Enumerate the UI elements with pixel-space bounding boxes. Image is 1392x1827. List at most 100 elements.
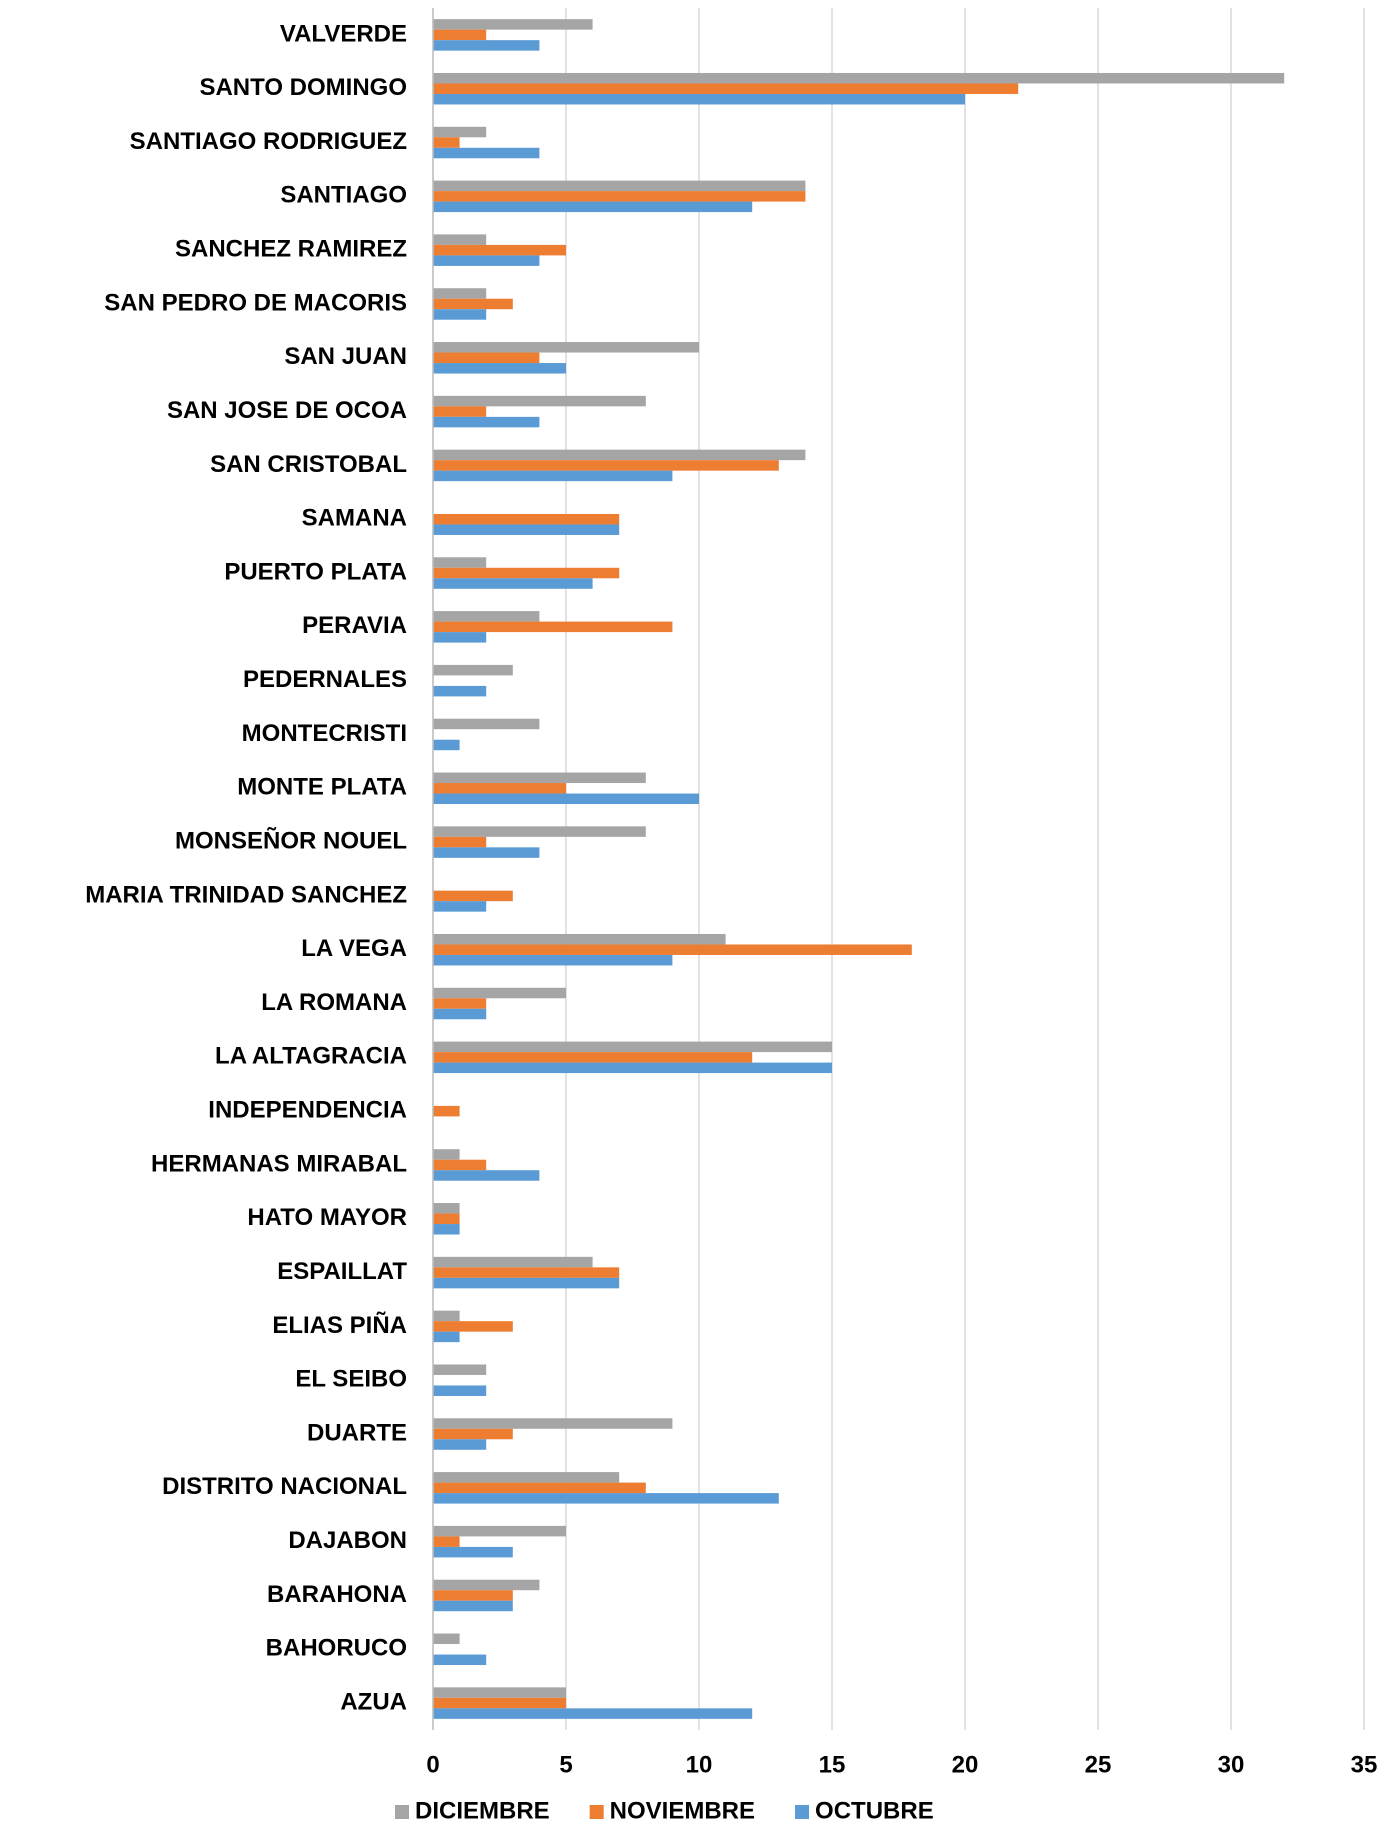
y-tick-label: PUERTO PLATA: [224, 558, 407, 585]
y-tick-label: ELIAS PIÑA: [272, 1311, 407, 1339]
bar: [433, 954, 673, 966]
y-tick-label: INDEPENDENCIA: [208, 1097, 407, 1124]
y-tick-label: LA ROMANA: [261, 989, 407, 1016]
bar: [433, 93, 965, 105]
bar: [433, 83, 1019, 94]
y-tick-label: DAJABON: [288, 1527, 407, 1554]
bar: [433, 395, 646, 407]
bar: [433, 1428, 513, 1440]
bar: [433, 1708, 753, 1719]
bar: [433, 1546, 513, 1558]
y-tick-label: AZUA: [340, 1688, 407, 1715]
bar: [433, 416, 540, 428]
bar: [433, 449, 806, 461]
bar: [433, 847, 540, 858]
bar: [433, 1364, 487, 1375]
bar: [433, 309, 487, 320]
bar: [433, 1267, 620, 1278]
bar: [433, 244, 566, 256]
bar: [433, 1256, 593, 1268]
bar: [433, 1277, 620, 1289]
bar: [433, 890, 513, 902]
bar: [433, 19, 593, 30]
y-tick-label: SAMANA: [302, 505, 407, 532]
y-tick-label: SAN JUAN: [284, 343, 407, 370]
bar: [433, 1687, 566, 1698]
bar: [433, 1105, 460, 1117]
bar: [433, 1321, 513, 1332]
bar: [433, 1633, 460, 1645]
x-tick-label: 15: [819, 1751, 846, 1778]
bar: [433, 180, 806, 192]
bar: [433, 1697, 566, 1709]
x-tick-label: 30: [1218, 1751, 1245, 1778]
bar: [433, 826, 646, 837]
bar: [433, 1472, 620, 1483]
bar: [433, 1418, 673, 1429]
bar: [433, 288, 487, 299]
bar: [433, 234, 487, 245]
bar: [433, 1536, 460, 1547]
x-tick-label: 10: [686, 1751, 713, 1778]
bar: [433, 406, 487, 417]
y-tick-label: PEDERNALES: [243, 666, 407, 693]
bar: [433, 998, 487, 1009]
bar: [433, 664, 513, 676]
bar: [433, 1600, 513, 1612]
legend-swatch: [589, 1805, 604, 1819]
bar: [433, 137, 460, 148]
bar: [433, 40, 540, 51]
bar: [433, 470, 673, 482]
y-tick-label: SANCHEZ RAMIREZ: [175, 236, 407, 263]
bar: [433, 933, 726, 945]
bar: [433, 1213, 460, 1225]
bar: [433, 557, 487, 568]
bar: [433, 621, 673, 633]
bar: [433, 298, 513, 310]
legend-label: NOVIEMBRE: [610, 1797, 755, 1824]
x-tick-label: 25: [1085, 1751, 1112, 1778]
bar: [433, 1331, 460, 1343]
y-tick-label: SAN CRISTOBAL: [210, 451, 407, 478]
bar: [433, 1159, 487, 1171]
y-tick-label: BAHORUCO: [266, 1635, 407, 1662]
bar: [433, 513, 620, 525]
bar: [433, 718, 540, 730]
y-tick-label: LA VEGA: [301, 935, 407, 962]
y-tick-label: BARAHONA: [267, 1581, 407, 1608]
y-tick-label: VALVERDE: [280, 20, 407, 47]
y-tick-label: EL SEIBO: [295, 1366, 407, 1393]
bar: [433, 1385, 487, 1396]
bar: [433, 987, 566, 999]
bar: [433, 783, 566, 794]
bar: [433, 1203, 460, 1214]
bar: [433, 147, 540, 159]
bar: [433, 1493, 779, 1504]
bar: [433, 611, 540, 622]
y-tick-label: SANTO DOMINGO: [199, 74, 407, 101]
bar: [433, 632, 487, 643]
bar: [433, 836, 487, 848]
bar: [433, 685, 487, 697]
y-tick-label: MONTECRISTI: [242, 720, 407, 747]
bar: [433, 352, 540, 364]
legend-swatch: [795, 1805, 810, 1819]
bar: [433, 1439, 487, 1450]
bar: [433, 72, 1285, 84]
bar: [433, 460, 779, 471]
bar: [433, 1590, 513, 1601]
y-tick-label: DISTRITO NACIONAL: [162, 1473, 407, 1500]
y-tick-label: LA ALTAGRACIA: [215, 1043, 407, 1070]
legend-label: DICIEMBRE: [415, 1797, 550, 1824]
bar: [433, 1062, 832, 1074]
y-tick-label: SAN JOSE DE OCOA: [167, 397, 407, 424]
bar: [433, 1008, 487, 1020]
y-tick-label: MONSEÑOR NOUEL: [175, 826, 407, 854]
y-tick-label: ESPAILLAT: [277, 1258, 407, 1285]
bar: [433, 363, 566, 374]
bar: [433, 126, 487, 138]
x-tick-label: 20: [952, 1751, 979, 1778]
bar: [433, 567, 620, 579]
bar: [433, 29, 487, 41]
